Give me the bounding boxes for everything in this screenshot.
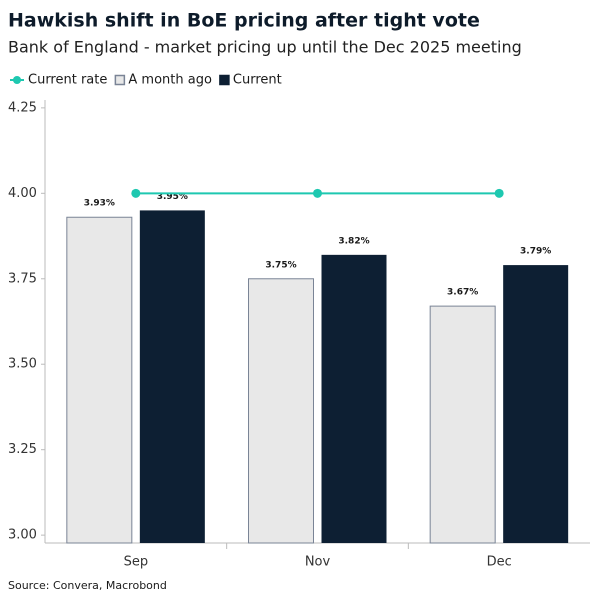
legend-swatch	[219, 74, 230, 86]
rate-point	[313, 188, 322, 198]
bar	[248, 278, 314, 544]
chart-subtitle: Bank of England - market pricing up unti…	[8, 38, 522, 57]
y-tick-label: 3.50	[8, 357, 37, 372]
source: Source: Convera, Macrobond	[8, 579, 167, 592]
x-tick-label: Dec	[487, 555, 512, 570]
legend-label: A month ago	[128, 73, 212, 88]
value-label: 3.82%	[338, 236, 369, 246]
x-tick-label: Nov	[305, 555, 331, 570]
bar	[139, 210, 205, 543]
value-label: 3.95%	[157, 192, 188, 202]
rate-point	[494, 188, 504, 198]
chart-title: Hawkish shift in BoE pricing after tight…	[8, 10, 480, 32]
bar	[321, 254, 387, 543]
y-tick-label: 3.75	[8, 271, 37, 286]
rate-point	[131, 188, 141, 198]
y-tick-label: 4.25	[8, 100, 37, 115]
bar	[429, 305, 496, 544]
legend: Current rate A month ago Current	[10, 73, 282, 88]
legend-dot	[13, 76, 21, 84]
bar	[66, 216, 133, 544]
legend-label: Current	[233, 73, 282, 88]
y-tick-label: 3.25	[8, 442, 37, 457]
y-tick-label: 4.00	[8, 186, 37, 201]
value-label: 3.67%	[447, 288, 478, 298]
value-label: 3.79%	[520, 247, 551, 257]
legend-label: Current rate	[28, 73, 107, 88]
bar	[503, 265, 569, 543]
legend-swatch	[114, 74, 126, 86]
value-label: 3.93%	[84, 199, 115, 209]
y-tick-label: 3.00	[8, 528, 37, 543]
value-label: 3.75%	[265, 260, 296, 270]
x-tick-label: Sep	[124, 555, 149, 570]
